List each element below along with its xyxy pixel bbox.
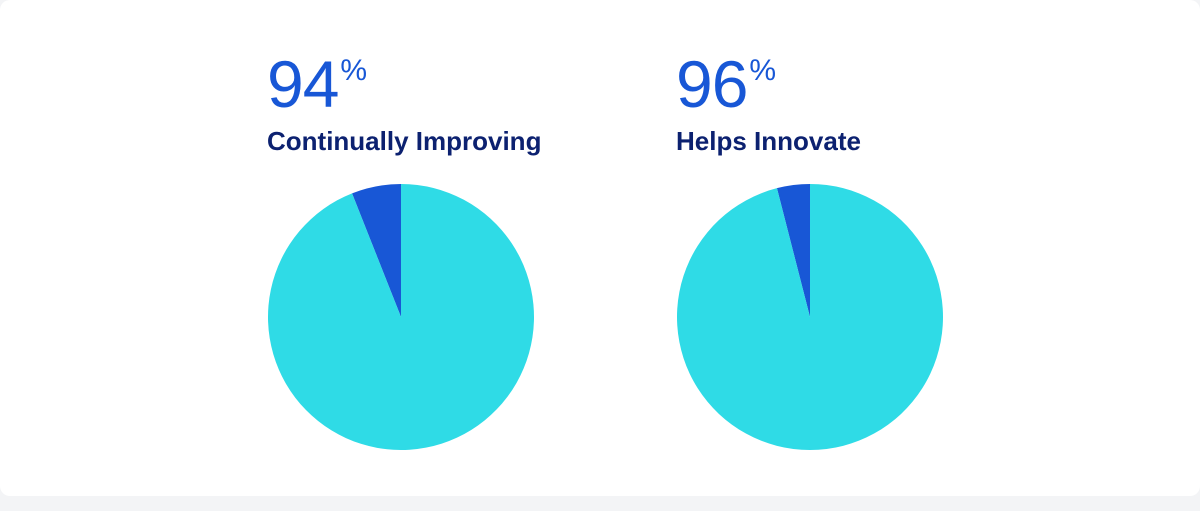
percent-sign: % [340,54,368,87]
pie-chart-continually-improving [268,184,534,451]
chart-title: Helps Innovate [676,126,861,156]
chart-card: 94 % Continually Improving 96 % Helps In… [0,0,1200,496]
pie-slice-minor [776,184,810,317]
pie-slice-minor [352,184,401,317]
pie-slice-major [268,184,534,451]
pie-chart-helps-innovate [677,184,943,450]
percentage: 94 % [267,48,541,120]
stat-helps-innovate: 96 % Helps Innovate [676,48,861,157]
percentage-value: 96 [676,47,748,121]
percent-sign: % [749,54,777,87]
percentage-value: 94 [267,47,339,121]
stat-continually-improving: 94 % Continually Improving [267,48,541,157]
chart-title: Continually Improving [267,126,542,156]
percentage: 96 % [676,48,861,120]
pie-slice-major [677,184,943,450]
